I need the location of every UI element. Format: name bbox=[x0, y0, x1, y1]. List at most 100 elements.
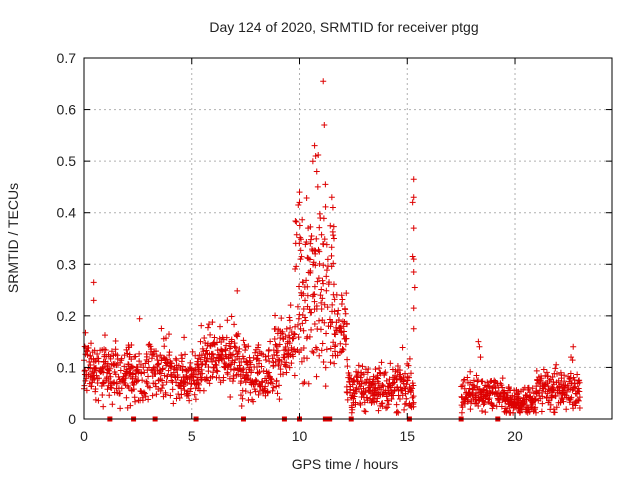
data-point bbox=[231, 340, 238, 347]
data-point bbox=[318, 347, 325, 354]
data-point bbox=[213, 367, 220, 374]
data-point bbox=[123, 394, 130, 401]
data-point bbox=[475, 338, 482, 345]
data-point bbox=[250, 398, 257, 405]
data-point bbox=[402, 370, 409, 377]
data-point bbox=[207, 342, 214, 349]
data-point bbox=[152, 371, 159, 378]
data-point bbox=[236, 345, 243, 352]
data-point bbox=[306, 256, 313, 263]
data-point bbox=[117, 359, 124, 366]
data-point bbox=[252, 349, 259, 356]
data-point bbox=[461, 376, 468, 383]
data-point bbox=[178, 391, 185, 398]
data-point bbox=[339, 296, 346, 303]
data-point bbox=[545, 373, 551, 380]
data-point bbox=[238, 358, 245, 365]
data-point bbox=[288, 360, 295, 367]
data-point bbox=[217, 323, 224, 330]
data-point bbox=[309, 158, 316, 165]
data-point bbox=[227, 394, 234, 401]
data-point bbox=[314, 278, 321, 285]
data-point bbox=[323, 330, 330, 337]
x-tick-label: 5 bbox=[188, 428, 196, 444]
data-point bbox=[230, 372, 237, 379]
data-point bbox=[192, 396, 199, 403]
data-point bbox=[267, 375, 274, 382]
data-point bbox=[320, 78, 327, 85]
data-point bbox=[293, 263, 300, 270]
y-axis-label: SRMTID / TECUs bbox=[5, 183, 21, 293]
data-point bbox=[379, 403, 386, 410]
data-point bbox=[129, 364, 136, 371]
data-point bbox=[222, 361, 229, 368]
data-point bbox=[195, 381, 202, 388]
data-point bbox=[183, 374, 190, 381]
data-point bbox=[198, 377, 205, 384]
data-point bbox=[286, 314, 293, 321]
data-point bbox=[106, 392, 113, 399]
data-point bbox=[117, 405, 124, 412]
data-point bbox=[373, 398, 380, 405]
data-point bbox=[567, 370, 574, 377]
data-point bbox=[397, 371, 404, 378]
data-point bbox=[146, 384, 153, 391]
y-tick-label: 0.2 bbox=[57, 308, 77, 324]
data-point bbox=[127, 402, 134, 409]
data-point bbox=[332, 331, 339, 338]
data-point bbox=[350, 377, 357, 384]
data-point bbox=[330, 235, 337, 242]
data-point bbox=[292, 217, 299, 224]
data-point bbox=[236, 362, 243, 369]
data-point bbox=[300, 380, 307, 387]
data-point bbox=[320, 358, 327, 365]
data-point bbox=[566, 375, 573, 382]
data-point bbox=[332, 342, 339, 349]
data-point bbox=[560, 398, 567, 405]
data-point bbox=[141, 390, 148, 397]
data-point bbox=[235, 348, 242, 355]
data-point bbox=[532, 396, 539, 403]
data-point bbox=[267, 338, 274, 345]
data-point bbox=[316, 260, 323, 267]
data-point bbox=[229, 351, 236, 358]
data-point bbox=[505, 384, 512, 391]
data-point bbox=[176, 395, 183, 402]
data-point bbox=[322, 364, 329, 371]
data-point bbox=[375, 407, 382, 414]
data-point bbox=[82, 329, 89, 336]
data-point bbox=[302, 297, 309, 304]
data-point bbox=[281, 354, 288, 361]
data-point bbox=[282, 343, 289, 350]
y-tick-label: 0 bbox=[68, 411, 76, 427]
data-point bbox=[574, 371, 581, 378]
data-point bbox=[409, 385, 416, 392]
data-point bbox=[216, 335, 223, 342]
data-point bbox=[481, 400, 488, 407]
data-point bbox=[191, 367, 198, 374]
data-point bbox=[475, 403, 482, 409]
data-point bbox=[460, 377, 467, 384]
data-point bbox=[576, 379, 583, 386]
data-point bbox=[572, 402, 579, 409]
data-point bbox=[245, 397, 252, 404]
data-point bbox=[297, 247, 304, 254]
y-tick-label: 0.3 bbox=[57, 256, 77, 272]
data-point bbox=[324, 256, 331, 263]
data-point bbox=[139, 397, 146, 404]
data-point bbox=[297, 234, 304, 241]
data-point bbox=[320, 215, 327, 222]
data-point bbox=[108, 348, 115, 355]
data-point bbox=[406, 355, 413, 362]
data-point bbox=[391, 387, 398, 394]
data-point bbox=[290, 353, 297, 360]
data-point bbox=[570, 343, 577, 350]
data-point bbox=[295, 315, 302, 322]
data-point bbox=[121, 363, 128, 370]
data-point bbox=[328, 194, 335, 201]
data-point bbox=[85, 344, 92, 351]
data-point bbox=[379, 381, 386, 388]
data-point bbox=[329, 301, 336, 308]
data-point bbox=[312, 262, 319, 269]
data-point bbox=[172, 355, 179, 362]
